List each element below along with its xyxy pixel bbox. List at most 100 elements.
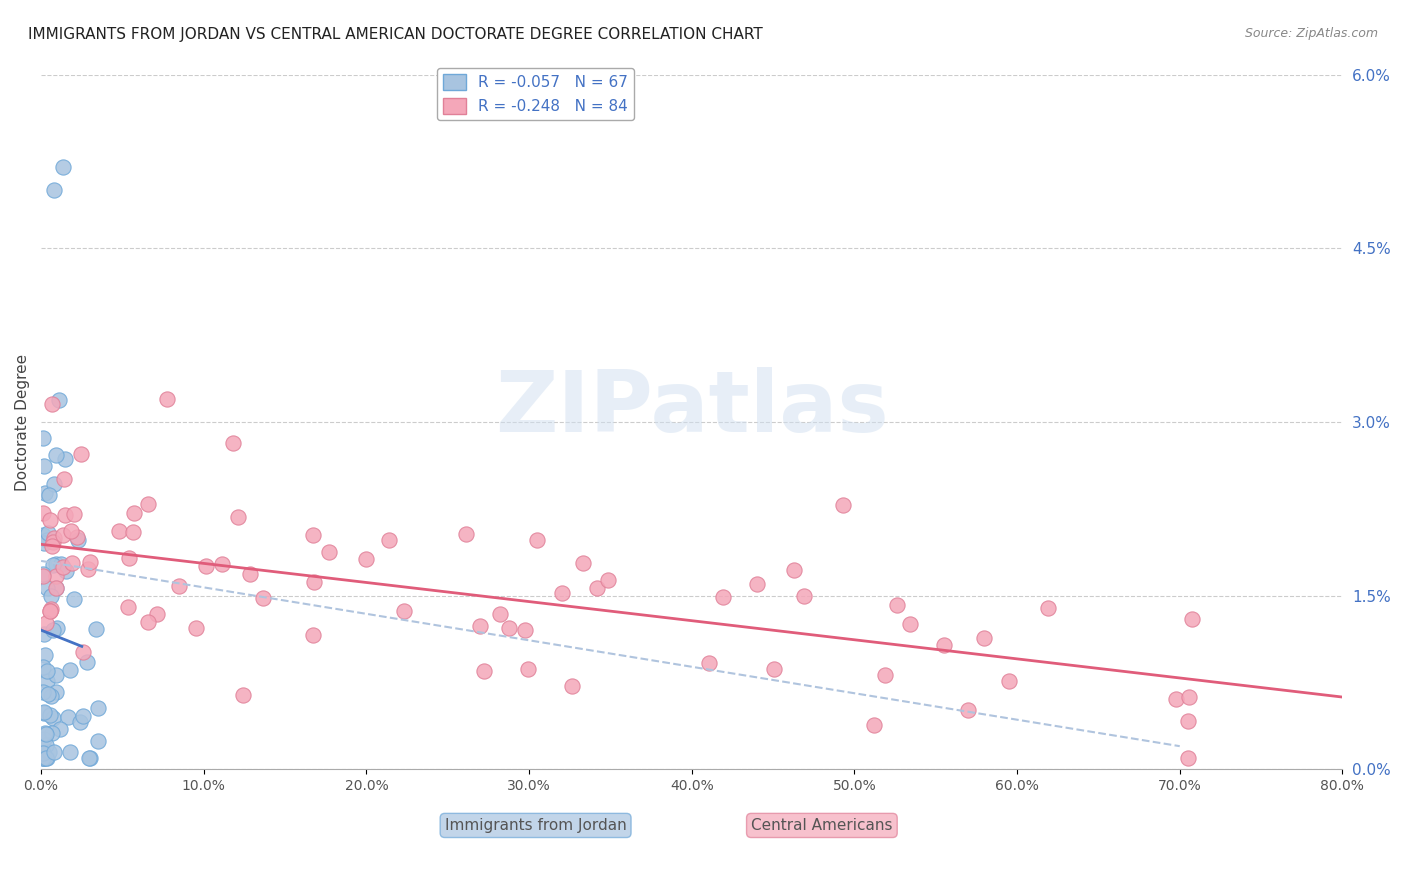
Point: [39, 707, 62, 722]
Point: [31, 747, 53, 761]
Point: [39, 689, 62, 703]
Point: [1038, 600, 1060, 615]
Point: [572, 556, 595, 570]
Point: [45, 685, 67, 699]
Point: [60, 556, 83, 570]
Point: [35, 750, 58, 764]
Point: [489, 607, 512, 621]
Text: Immigrants from Jordan: Immigrants from Jordan: [444, 818, 627, 833]
Point: [932, 638, 955, 652]
Point: [49, 558, 72, 572]
Point: [41, 539, 63, 553]
Point: [195, 559, 218, 574]
Point: [42, 710, 65, 724]
Point: [42, 183, 65, 197]
Point: [1178, 690, 1201, 704]
Point: [392, 604, 415, 618]
Text: Source: ZipAtlas.com: Source: ZipAtlas.com: [1244, 27, 1378, 40]
Point: [31, 750, 53, 764]
Point: [31, 750, 53, 764]
Point: [239, 567, 262, 582]
Point: [59, 745, 82, 759]
Point: [873, 668, 896, 682]
Point: [1177, 714, 1199, 729]
Y-axis label: Doctorate Degree: Doctorate Degree: [15, 353, 30, 491]
Point: [117, 599, 139, 614]
Point: [146, 607, 169, 622]
Point: [898, 617, 921, 632]
Point: [957, 702, 980, 716]
Point: [32, 750, 55, 764]
Point: [79, 555, 101, 569]
Point: [39, 602, 62, 616]
Point: [232, 689, 254, 703]
Point: [122, 506, 145, 520]
Point: [42, 558, 65, 572]
Point: [526, 533, 548, 548]
Point: [42, 745, 65, 759]
Point: [45, 581, 67, 595]
Point: [513, 623, 536, 637]
Point: [72, 645, 94, 659]
Point: [59, 524, 82, 538]
Point: [55, 564, 77, 578]
Point: [51, 160, 73, 174]
Point: [66, 533, 89, 548]
Point: [32, 459, 55, 474]
Point: [31, 432, 53, 446]
Point: [52, 560, 75, 574]
Point: [35, 727, 58, 741]
Point: [745, 577, 768, 591]
Text: ZIPatlas: ZIPatlas: [495, 367, 889, 450]
Text: Central Americans: Central Americans: [751, 818, 893, 833]
Point: [76, 655, 98, 669]
Point: [31, 569, 53, 583]
Point: [42, 531, 65, 545]
Point: [304, 574, 326, 589]
Point: [34, 536, 56, 550]
Point: [998, 674, 1021, 689]
Point: [39, 589, 62, 603]
Point: [34, 486, 56, 500]
Point: [45, 581, 67, 595]
Point: [35, 738, 58, 752]
Point: [831, 498, 853, 512]
Point: [863, 718, 886, 732]
Point: [49, 723, 72, 737]
Point: [53, 508, 76, 523]
Point: [1177, 750, 1199, 764]
Point: [34, 626, 56, 640]
Point: [62, 507, 84, 521]
Point: [136, 615, 159, 629]
Point: [66, 530, 89, 544]
Point: [38, 488, 60, 502]
Point: [711, 590, 734, 604]
Point: [586, 581, 609, 595]
Point: [35, 673, 58, 688]
Point: [697, 656, 720, 670]
Point: [45, 448, 67, 462]
Point: [56, 710, 79, 724]
Point: [32, 731, 55, 746]
Point: [498, 621, 520, 635]
Point: [108, 524, 131, 539]
Point: [468, 619, 491, 633]
Point: [37, 525, 59, 540]
Point: [186, 622, 208, 636]
Point: [79, 750, 101, 764]
Point: [377, 533, 399, 548]
Point: [39, 604, 62, 618]
Point: [226, 509, 249, 524]
Point: [87, 733, 110, 747]
Point: [35, 664, 58, 678]
Point: [596, 573, 619, 587]
Point: [87, 700, 110, 714]
Point: [32, 566, 55, 581]
Point: [31, 506, 53, 520]
Point: [52, 528, 75, 542]
Point: [72, 709, 94, 723]
Point: [551, 586, 574, 600]
Point: [517, 662, 540, 676]
Point: [32, 750, 55, 764]
Point: [69, 448, 91, 462]
